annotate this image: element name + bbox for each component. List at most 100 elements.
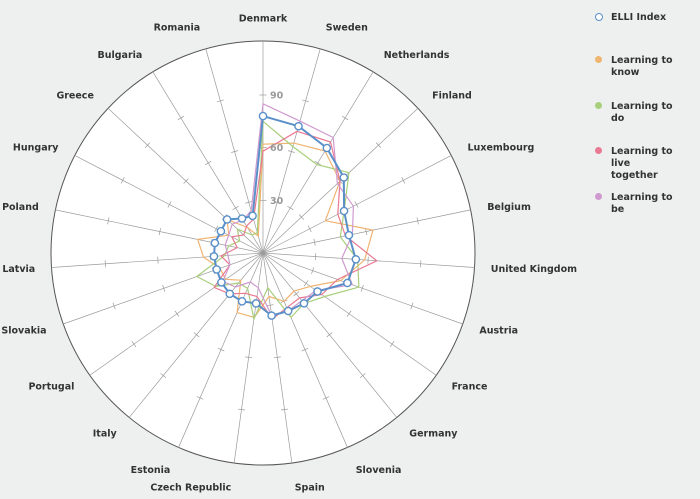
category-label: Hungary xyxy=(13,143,59,154)
legend-label: Learning to be xyxy=(611,192,673,215)
axis-tick xyxy=(359,373,366,379)
category-label: Luxembourg xyxy=(468,143,535,154)
legend-label: Learning to know xyxy=(611,55,673,78)
axis-tick xyxy=(311,267,315,275)
axis-tick xyxy=(174,310,180,317)
axis-tick xyxy=(205,160,212,166)
legend-label: ELLI Index xyxy=(611,12,667,23)
axis-tick xyxy=(322,396,330,400)
category-label: Sweden xyxy=(326,22,368,33)
data-point xyxy=(267,311,276,320)
tick-label: 90 xyxy=(270,91,284,102)
category-label: Czech Republic xyxy=(150,482,231,493)
category-labels: Denmark Sweden Netherlands Finland Luxembour… xyxy=(1,14,577,494)
data-point xyxy=(216,226,226,236)
axis-tick xyxy=(354,201,359,208)
axis-tick xyxy=(144,142,151,148)
radial-axis xyxy=(262,252,475,268)
data-point xyxy=(339,206,349,216)
data-point xyxy=(222,215,232,224)
category-label: Greece xyxy=(56,91,93,102)
axis-tick xyxy=(298,214,305,220)
axis-tick xyxy=(266,304,274,306)
axis-tick xyxy=(245,201,253,204)
axis-tick xyxy=(183,178,189,184)
category-label: France xyxy=(452,382,488,393)
legend-item: Learning to know xyxy=(593,55,679,79)
axis-tick xyxy=(313,238,316,246)
axis-tick xyxy=(131,341,137,348)
legend-item: Learning to do xyxy=(593,101,679,125)
axis-tick xyxy=(237,408,246,411)
data-point xyxy=(225,289,235,299)
data-point xyxy=(294,121,303,131)
data-point xyxy=(251,299,261,308)
data-point xyxy=(299,299,309,308)
legend-marker xyxy=(595,13,603,21)
radial-axis xyxy=(152,71,264,254)
legend-item: ELLI Index xyxy=(593,12,700,24)
axis-tick xyxy=(216,99,224,103)
axis-tick xyxy=(416,217,419,225)
axis-tick xyxy=(302,99,310,103)
category-label: Poland xyxy=(2,202,39,213)
category-label: Bulgaria xyxy=(97,50,142,61)
data-point xyxy=(258,111,268,121)
tick-labels: 30 60 90 xyxy=(270,91,284,207)
category-label: Austria xyxy=(479,325,518,336)
grid xyxy=(50,40,476,466)
category-label: Italy xyxy=(93,428,118,439)
data-point xyxy=(343,278,352,288)
radial-axis xyxy=(262,155,452,254)
series-line-learning-to-be xyxy=(222,103,354,317)
axis-tick xyxy=(160,373,167,379)
legend-item: Learning to live together xyxy=(593,146,679,182)
axis-tick xyxy=(214,225,219,233)
axis-tick xyxy=(375,142,382,148)
tick-label: 60 xyxy=(270,143,284,154)
axis-tick xyxy=(293,291,300,297)
axis-tick xyxy=(326,332,333,338)
axis-tick xyxy=(245,356,253,359)
data-point xyxy=(248,211,257,221)
data-point xyxy=(237,297,247,306)
radial-axis xyxy=(262,252,398,418)
axis-tick xyxy=(389,341,395,348)
category-label: Latvia xyxy=(2,264,35,275)
axis-tick xyxy=(112,302,116,310)
radial-axis xyxy=(262,252,463,325)
axis-tick xyxy=(120,177,125,184)
radial-axis xyxy=(89,252,264,376)
category-label: Estonia xyxy=(131,465,171,476)
axis-tick xyxy=(346,310,352,317)
axis-tick xyxy=(177,115,185,121)
axis-tick xyxy=(307,225,312,233)
axis-tick xyxy=(232,205,239,211)
axis-tick xyxy=(410,302,414,310)
radial-axis xyxy=(262,252,348,448)
data-point xyxy=(217,278,226,287)
axis-tick xyxy=(162,284,166,292)
axis-tick xyxy=(231,150,239,153)
axis-tick xyxy=(365,228,368,236)
axis-tick xyxy=(341,115,349,121)
legend-item: Learning to be xyxy=(593,192,679,216)
category-label: Slovenia xyxy=(356,465,402,476)
legend-marker xyxy=(595,147,602,154)
axis-tick xyxy=(217,347,225,352)
radial-axis xyxy=(262,71,374,254)
radial-axis xyxy=(262,209,471,254)
category-label: United Kingdom xyxy=(491,264,577,275)
series-layer xyxy=(196,103,378,320)
category-label: Denmark xyxy=(239,14,288,25)
legend-label: Learning to do xyxy=(611,101,673,124)
axis-tick xyxy=(193,332,200,338)
axis-tick xyxy=(273,201,281,204)
axis-tick xyxy=(196,396,204,400)
data-point xyxy=(212,265,221,274)
axis-tick xyxy=(360,284,364,292)
data-point xyxy=(322,143,332,153)
category-label: Netherlands xyxy=(384,50,450,61)
category-label: Romania xyxy=(154,22,201,33)
